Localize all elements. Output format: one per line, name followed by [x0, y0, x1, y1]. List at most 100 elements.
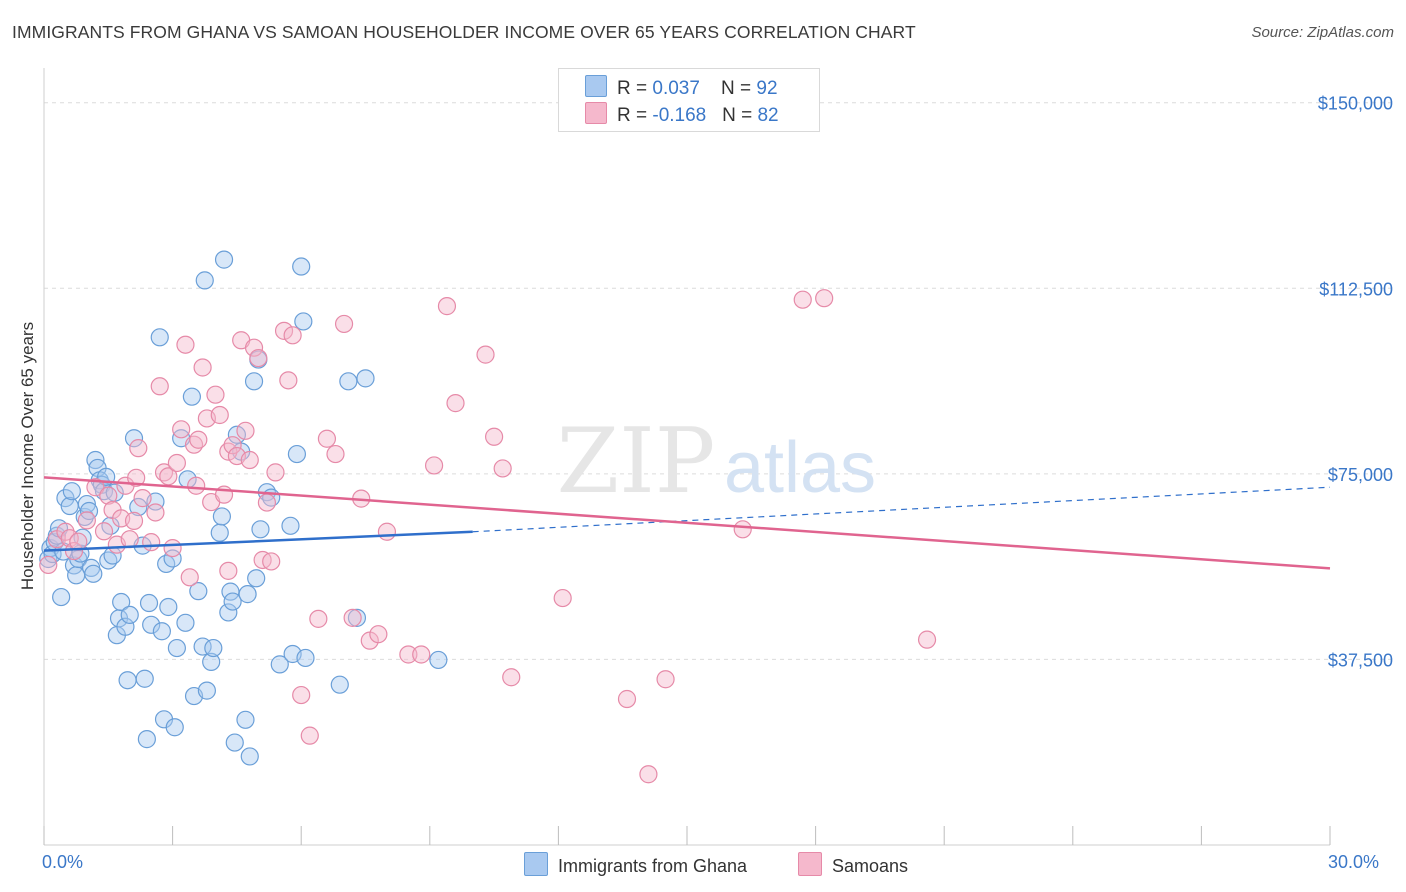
ghana-point-83 — [281, 516, 300, 535]
ghana-point-51 — [165, 718, 184, 737]
ghana-point-35 — [118, 671, 137, 690]
samoan-point-40 — [236, 421, 255, 440]
samoan-point-57 — [343, 608, 362, 627]
ghana-point-36 — [120, 605, 139, 625]
samoan-point-16 — [129, 439, 148, 458]
ghana-point-93 — [429, 650, 448, 670]
samoan-n-label: N = — [722, 105, 758, 126]
samoan-point-51 — [292, 685, 311, 705]
ghana-r-value: 0.037 — [652, 78, 700, 99]
ghana-point-73 — [236, 710, 255, 729]
ghana-point-75 — [240, 747, 259, 766]
samoan-point-76 — [793, 290, 812, 309]
samoan-point-23 — [163, 538, 182, 558]
samoan-point-27 — [180, 568, 199, 587]
samoan-point-80 — [187, 476, 206, 495]
ghana-point-61 — [197, 681, 216, 700]
ghana-point-56 — [182, 387, 201, 406]
samoan-point-65 — [437, 297, 457, 316]
samoan-point-61 — [377, 522, 397, 541]
ghana-point-9 — [60, 496, 79, 516]
ghana-n-value: 92 — [756, 78, 778, 99]
samoan-point-64 — [424, 456, 444, 475]
samoan-point-0 — [39, 555, 58, 575]
samoan-point-72 — [617, 689, 637, 709]
ghana-point-62 — [202, 652, 221, 672]
bottom-legend-samoan: Samoans — [798, 852, 908, 877]
y-tick-label-0: $37,500 — [1328, 650, 1393, 670]
samoan-point-71 — [553, 588, 572, 608]
samoan-point-33 — [206, 385, 225, 404]
samoan-point-24 — [167, 453, 186, 473]
samoan-point-8 — [94, 522, 114, 541]
chart-title: IMMIGRANTS FROM GHANA VS SAMOAN HOUSEHOL… — [12, 22, 916, 42]
watermark-zip: ZIP — [557, 409, 716, 514]
y-axis-label: Householder Income Over 65 years — [18, 321, 37, 591]
ghana-point-66 — [214, 250, 234, 269]
samoan-point-60 — [369, 625, 388, 644]
ghana-point-54 — [176, 613, 195, 632]
samoan-point-49 — [279, 371, 298, 390]
ghana-point-49 — [159, 597, 178, 617]
y-tick-label-1: $75,000 — [1328, 465, 1393, 485]
samoan-point-7 — [86, 478, 105, 497]
samoan-point-6 — [77, 511, 96, 530]
samoan-trend-line — [43, 476, 1331, 570]
samoan-r-value: -0.168 — [652, 105, 707, 126]
samoan-point-19 — [146, 503, 165, 522]
samoan-point-67 — [476, 345, 495, 364]
ghana-point-92 — [347, 608, 367, 627]
ghana-point-37 — [124, 429, 144, 448]
ghana-point-46 — [152, 622, 171, 641]
samoan-point-20 — [150, 377, 169, 396]
ghana-point-10 — [62, 482, 81, 501]
x-tick-label-max: 30.0% — [1328, 852, 1380, 872]
ghana-point-71 — [227, 425, 246, 444]
ghana-point-64 — [210, 523, 229, 542]
samoan-point-55 — [326, 444, 345, 464]
ghana-point-45 — [150, 328, 169, 347]
samoan-point-73 — [639, 765, 658, 784]
samoan-point-34 — [210, 405, 229, 425]
samoan-point-54 — [317, 429, 337, 448]
samoan-point-25 — [172, 420, 191, 439]
samoan-point-77 — [815, 289, 834, 308]
samoan-n-value: 82 — [757, 105, 779, 126]
ghana-point-60 — [195, 271, 214, 290]
ghana-point-87 — [294, 312, 313, 331]
correlation-legend: R = 0.037 N = 92 R = -0.168 N = 82 — [558, 68, 820, 132]
samoan-point-53 — [309, 609, 328, 628]
ghana-point-41 — [137, 730, 156, 749]
samoan-point-29 — [189, 430, 208, 449]
samoan-point-26 — [176, 335, 195, 354]
samoan-point-79 — [219, 561, 238, 580]
samoan-point-17 — [133, 489, 152, 508]
ghana-point-20 — [84, 564, 103, 583]
samoan-point-41 — [240, 450, 259, 470]
ghana-point-63 — [204, 638, 223, 658]
samoan-point-50 — [283, 326, 302, 345]
ghana-point-33 — [112, 592, 131, 612]
samoan-point-43 — [249, 348, 268, 368]
ghana-point-70 — [225, 733, 244, 752]
ghana-r-label: R = — [617, 78, 653, 99]
samoan-point-22 — [159, 467, 178, 486]
ghana-trend-line — [43, 530, 473, 552]
samoan-point-75 — [733, 520, 752, 539]
samoan-point-18 — [142, 533, 161, 552]
x-tick-label-min: 0.0% — [42, 852, 84, 872]
ghana-point-76 — [244, 372, 264, 391]
ghana-point-50 — [163, 549, 182, 568]
legend-row-ghana: R = 0.037 N = 92 — [585, 75, 778, 99]
y-tick-labels: $37,500 $75,000 $112,500 $150,000 — [1318, 94, 1393, 671]
samoan-point-74 — [656, 670, 675, 689]
ghana-series — [39, 250, 448, 766]
samoan-point-15 — [124, 511, 144, 530]
y-tick-label-2: $112,500 — [1319, 279, 1393, 299]
ghana-point-89 — [330, 675, 349, 694]
ghana-point-90 — [339, 372, 358, 391]
ghana-point-88 — [296, 648, 315, 668]
ghana-point-52 — [167, 638, 186, 658]
bottom-ghana-swatch — [524, 852, 548, 876]
ghana-point-40 — [135, 669, 154, 688]
